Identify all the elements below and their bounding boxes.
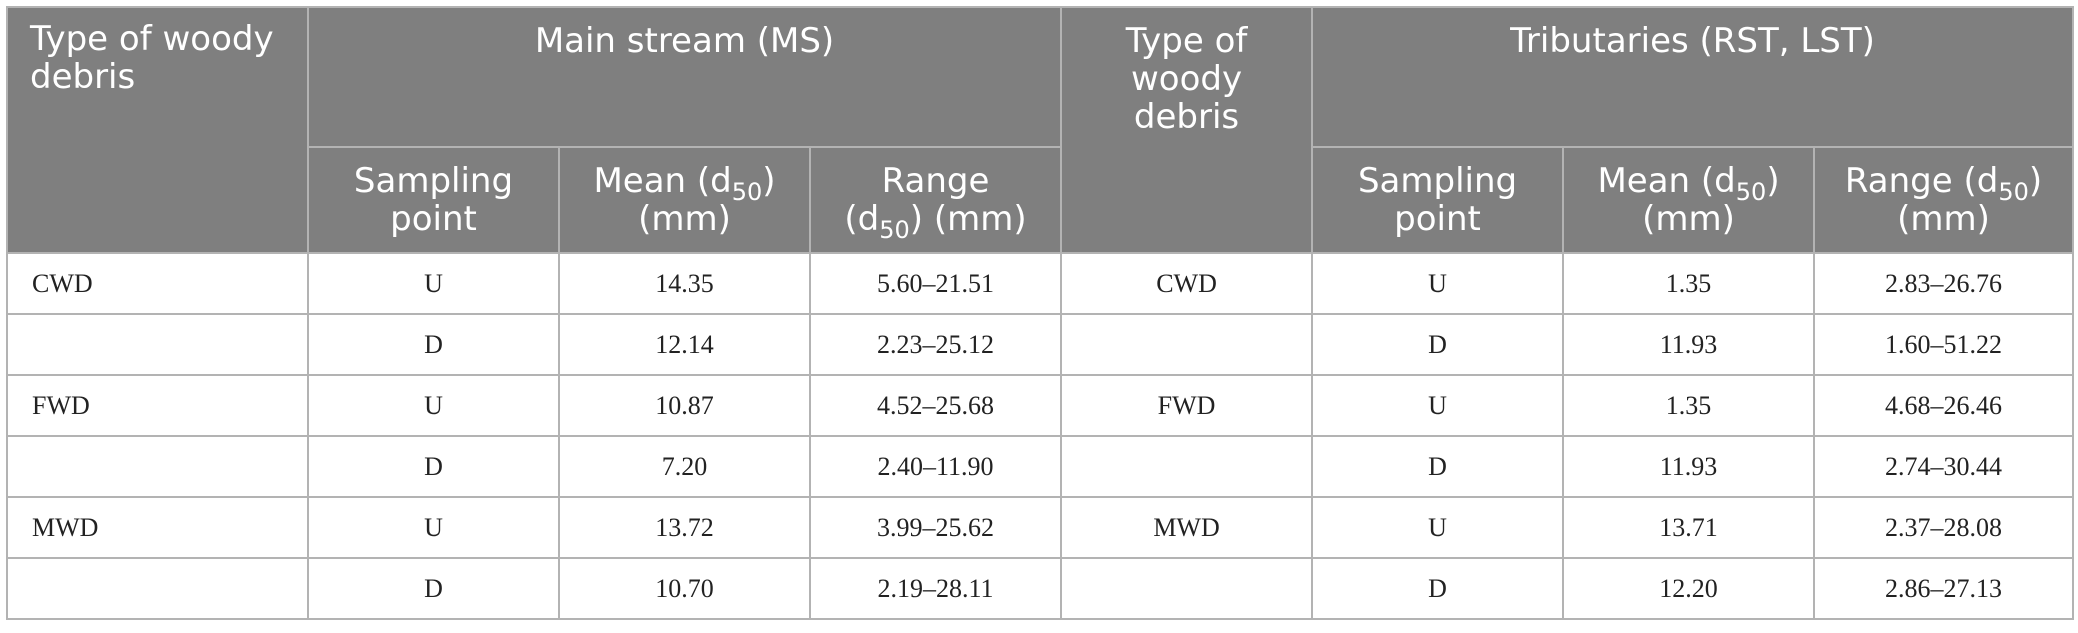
ms-range: 4.52–25.68	[808, 374, 1063, 437]
header-ms-range: Range (d50) (mm)	[808, 146, 1063, 254]
trib-sampling-point: U	[1311, 374, 1565, 437]
ms-range: 2.40–11.90	[808, 435, 1063, 498]
ms-mean: 14.35	[558, 252, 811, 315]
table-row: D 10.70 2.19–28.11 D 12.20 2.86–27.13	[6, 557, 2075, 620]
table-row: D 7.20 2.40–11.90 D 11.93 2.74–30.44	[6, 435, 2075, 498]
table-row: FWD U 10.87 4.52–25.68 FWD U 1.35 4.68–2…	[6, 374, 2075, 437]
trib-sampling-point: U	[1311, 252, 1565, 315]
ms-range: 3.99–25.62	[808, 496, 1063, 559]
ms-sampling-point: D	[307, 313, 560, 376]
ms-debris-type	[6, 435, 309, 498]
ms-sampling-point: D	[307, 557, 560, 620]
trib-mean: 12.20	[1562, 557, 1816, 620]
ms-debris-type: CWD	[6, 252, 309, 315]
ms-sampling-point: D	[307, 435, 560, 498]
ms-debris-type	[6, 557, 309, 620]
header-tributaries: Tributaries (RST, LST)	[1311, 6, 2075, 148]
ms-debris-type: FWD	[6, 374, 309, 437]
ms-mean: 7.20	[558, 435, 811, 498]
ms-mean: 10.87	[558, 374, 811, 437]
trib-debris-type	[1060, 313, 1314, 376]
table-row: MWD U 13.72 3.99–25.62 MWD U 13.71 2.37–…	[6, 496, 2075, 559]
header-main-stream: Main stream (MS)	[306, 6, 1063, 148]
trib-debris-type: MWD	[1060, 496, 1314, 559]
table-row: D 12.14 2.23–25.12 D 11.93 1.60–51.22	[6, 313, 2075, 376]
trib-mean: 11.93	[1562, 313, 1816, 376]
trib-range: 2.86–27.13	[1813, 557, 2075, 620]
trib-debris-type	[1060, 435, 1314, 498]
trib-sampling-point: D	[1311, 435, 1565, 498]
ms-sampling-point: U	[307, 252, 560, 315]
ms-range: 2.19–28.11	[808, 557, 1063, 620]
ms-mean: 13.72	[558, 496, 811, 559]
header-trib-mean: Mean (d50) (mm)	[1562, 146, 1816, 254]
ms-range: 2.23–25.12	[808, 313, 1063, 376]
data-table-container: Type of woody debris Main stream (MS) Ty…	[6, 6, 2075, 620]
header-type-of-woody-debris-ms: Type of woody debris	[6, 6, 309, 254]
trib-sampling-point: D	[1311, 557, 1565, 620]
trib-mean: 1.35	[1562, 374, 1816, 437]
header-ms-sampling-point: Sampling point	[307, 146, 560, 254]
ms-debris-type	[6, 313, 309, 376]
header-trib-sampling-point: Sampling point	[1311, 146, 1565, 254]
ms-mean: 10.70	[558, 557, 811, 620]
header-trib-range: Range (d50) (mm)	[1813, 146, 2075, 254]
trib-mean: 1.35	[1562, 252, 1816, 315]
trib-range: 4.68–26.46	[1813, 374, 2075, 437]
ms-sampling-point: U	[307, 374, 560, 437]
header-ms-mean: Mean (d50) (mm)	[558, 146, 811, 254]
trib-debris-type: CWD	[1060, 252, 1314, 315]
trib-sampling-point: D	[1311, 313, 1565, 376]
woody-debris-grain-size-table: Type of woody debris Main stream (MS) Ty…	[6, 6, 2075, 620]
ms-mean: 12.14	[558, 313, 811, 376]
header-type-of-woody-debris-trib: Type of woody debris	[1060, 6, 1314, 254]
ms-range: 5.60–21.51	[808, 252, 1063, 315]
trib-debris-type	[1060, 557, 1314, 620]
trib-range: 2.37–28.08	[1813, 496, 2075, 559]
trib-debris-type: FWD	[1060, 374, 1314, 437]
trib-mean: 11.93	[1562, 435, 1816, 498]
trib-range: 2.83–26.76	[1813, 252, 2075, 315]
ms-debris-type: MWD	[6, 496, 309, 559]
trib-range: 2.74–30.44	[1813, 435, 2075, 498]
ms-sampling-point: U	[307, 496, 560, 559]
table-row: CWD U 14.35 5.60–21.51 CWD U 1.35 2.83–2…	[6, 252, 2075, 315]
trib-mean: 13.71	[1562, 496, 1816, 559]
trib-sampling-point: U	[1311, 496, 1565, 559]
trib-range: 1.60–51.22	[1813, 313, 2075, 376]
